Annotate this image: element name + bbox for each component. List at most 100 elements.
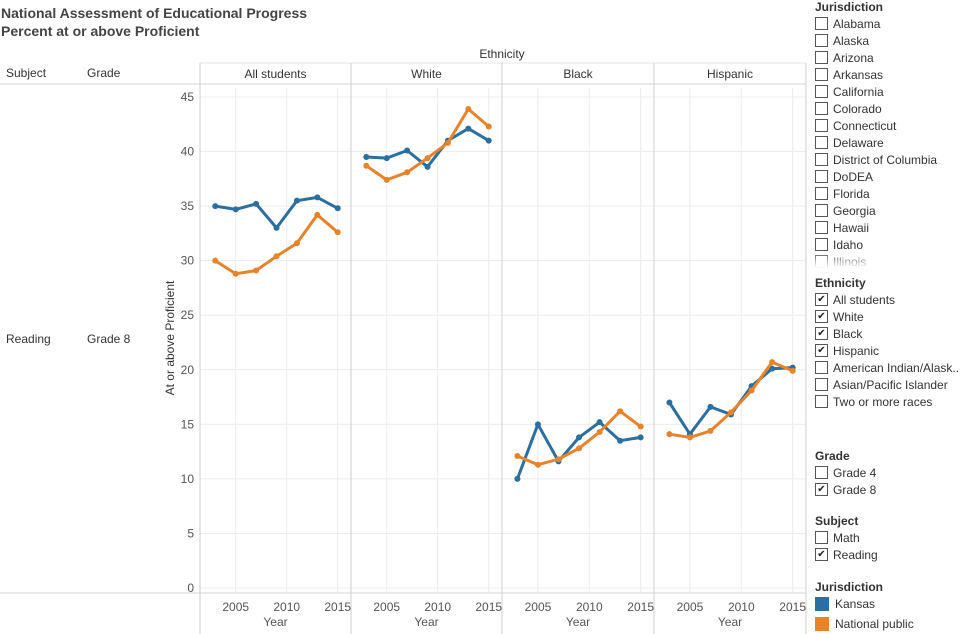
checkbox-icon[interactable] [815,531,828,544]
data-point-national [707,427,714,434]
legend-item-kansas[interactable]: Kansas [815,595,875,612]
jurisdiction-option-idaho[interactable]: Idaho [815,236,863,253]
ethnicity-option-hispanic[interactable]: ✔ Hispanic [815,342,879,359]
data-point-national [424,155,431,162]
data-point-national [576,445,583,452]
jurisdiction-option-florida[interactable]: Florida [815,185,870,202]
subject-option-math[interactable]: Math [815,529,860,546]
data-point-national [534,461,541,468]
legend-item-national[interactable]: National public [815,615,914,632]
y-tick-label: 40 [181,145,195,159]
checkbox-checked-icon[interactable]: ✔ [815,327,828,340]
data-point-kansas [485,137,492,144]
panel-header: All students [244,67,306,81]
checkbox-icon[interactable] [815,187,828,200]
series-line-national [669,360,794,439]
grade-header: Grade [87,66,121,80]
ethnicity-option-two-or-more-races[interactable]: Two or more races [815,393,932,410]
data-point-kansas [334,205,341,212]
data-point-kansas [293,197,300,204]
legend-title: Jurisdiction [815,580,884,594]
jurisdiction-option-hawaii[interactable]: Hawaii [815,219,869,236]
grade-option-grade-8[interactable]: ✔ Grade 8 [815,481,876,498]
y-tick-label: 5 [187,526,194,540]
jurisdiction-option-label: Colorado [833,101,882,116]
checkbox-checked-icon[interactable]: ✔ [815,483,828,496]
ethnicity-option-asian-pacific-islander[interactable]: Asian/Pacific Islander [815,376,948,393]
x-tick-label: 2015 [324,600,351,614]
data-point-national [293,240,300,247]
jurisdiction-option-alaska[interactable]: Alaska [815,32,869,49]
x-axis-label: Year [566,615,590,629]
x-tick-label: 2005 [525,600,552,614]
jurisdiction-option-connecticut[interactable]: Connecticut [815,117,896,134]
checkbox-icon[interactable] [815,204,828,217]
checkbox-icon[interactable] [815,119,828,132]
checkbox-checked-icon[interactable]: ✔ [815,344,828,357]
checkbox-icon[interactable] [815,51,828,64]
jurisdiction-option-label: Florida [833,186,870,201]
checkbox-icon[interactable] [815,102,828,115]
jurisdiction-option-district-of-columbia[interactable]: District of Columbia [815,151,937,168]
x-tick-label: 2010 [576,600,603,614]
panel-header: Black [563,67,593,81]
grade-option-grade-4[interactable]: Grade 4 [815,464,876,481]
data-point-kansas [769,365,776,372]
checkbox-icon[interactable] [815,136,828,149]
subject-filter-title: Subject [815,514,859,528]
jurisdiction-option-label: Georgia [833,203,876,218]
checkbox-checked-icon[interactable]: ✔ [815,548,828,561]
ethnicity-option-label: American Indian/Alask.. [833,360,960,375]
panel-header: White [411,67,442,81]
ethnicity-option-white[interactable]: ✔ White [815,308,864,325]
ethnicity-option-american-indian-alask[interactable]: American Indian/Alask.. [815,359,959,376]
ethnicity-option-all-students[interactable]: ✔ All students [815,291,895,308]
jurisdiction-option-dodea[interactable]: DoDEA [815,168,873,185]
jurisdiction-option-arkansas[interactable]: Arkansas [815,66,883,83]
checkbox-icon[interactable] [815,238,828,251]
checkbox-icon[interactable] [815,68,828,81]
checkbox-checked-icon[interactable]: ✔ [815,293,828,306]
subject-option-reading[interactable]: ✔ Reading [815,546,878,563]
ethnicity-option-black[interactable]: ✔ Black [815,325,862,342]
jurisdiction-option-georgia[interactable]: Georgia [815,202,876,219]
ethnicity-header: Ethnicity [479,47,524,61]
checkbox-icon[interactable] [815,17,828,30]
data-point-national [334,229,341,236]
checkbox-icon[interactable] [815,378,828,391]
data-point-kansas [273,224,280,231]
series-line-national [214,213,339,276]
checkbox-icon[interactable] [815,466,828,479]
data-point-national [485,123,492,130]
jurisdiction-option-label: California [833,84,884,99]
data-point-kansas [404,147,411,154]
data-point-kansas [232,206,239,213]
subject-option-label: Reading [833,547,878,562]
data-point-kansas [707,403,714,410]
data-point-national [273,253,280,260]
checkbox-icon[interactable] [815,361,828,374]
jurisdiction-option-alabama[interactable]: Alabama [815,15,880,32]
checkbox-icon[interactable] [815,153,828,166]
jurisdiction-option-delaware[interactable]: Delaware [815,134,884,151]
jurisdiction-option-label: Alaska [833,33,870,48]
y-tick-label: 25 [181,308,195,322]
x-tick-label: 2015 [779,600,806,614]
checkbox-icon[interactable] [815,85,828,98]
data-point-national [314,211,321,218]
jurisdiction-option-arizona[interactable]: Arizona [815,49,874,66]
data-point-national [769,359,776,366]
x-axis-label: Year [263,615,287,629]
checkbox-icon[interactable] [815,395,828,408]
jurisdiction-filter-title: Jurisdiction [815,0,884,14]
jurisdiction-option-colorado[interactable]: Colorado [815,100,882,117]
checkbox-checked-icon[interactable]: ✔ [815,310,828,323]
jurisdiction-option-california[interactable]: California [815,83,884,100]
checkbox-icon[interactable] [815,170,828,183]
data-point-kansas [363,154,370,161]
data-point-national [666,431,673,438]
data-point-national [789,367,796,374]
checkbox-icon[interactable] [815,221,828,234]
checkbox-icon[interactable] [815,34,828,47]
grade-filter-title: Grade [815,449,850,463]
